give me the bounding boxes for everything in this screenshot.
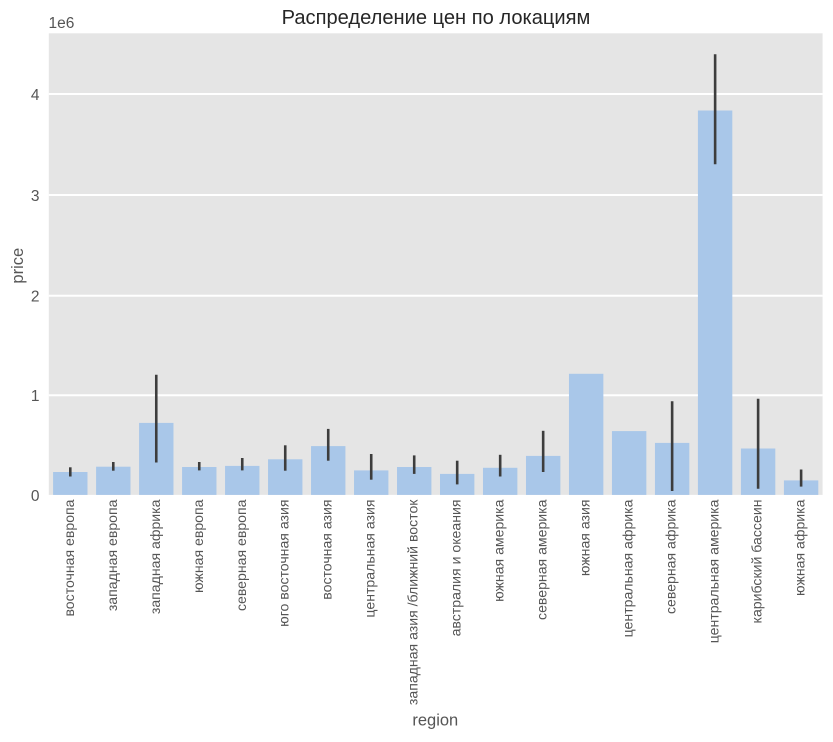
svg-text:южная африка: южная африка	[792, 499, 808, 596]
svg-text:северная европа: северная европа	[233, 499, 249, 611]
svg-text:1: 1	[31, 388, 40, 405]
svg-text:0: 0	[31, 488, 40, 505]
svg-text:4: 4	[31, 87, 40, 104]
svg-text:восточная европа: восточная европа	[61, 499, 77, 616]
svg-text:1e6: 1e6	[49, 15, 75, 32]
svg-text:южная азия: южная азия	[577, 500, 593, 577]
svg-text:центральная америка: центральная америка	[706, 499, 722, 643]
svg-text:западная африка: западная африка	[147, 499, 163, 614]
svg-text:центральная африка: центральная африка	[620, 499, 636, 637]
svg-text:южная европа: южная европа	[190, 499, 206, 593]
svg-text:восточная азия: восточная азия	[319, 500, 335, 600]
svg-text:южная америка: южная америка	[491, 499, 507, 602]
svg-text:Распределение цен по локациям: Распределение цен по локациям	[282, 7, 591, 29]
svg-text:австралия и океания: австралия и океания	[448, 500, 464, 637]
svg-text:центральная азия: центральная азия	[362, 500, 378, 618]
svg-text:2: 2	[31, 289, 40, 306]
svg-text:price: price	[9, 248, 27, 284]
svg-text:юго восточная азия: юго восточная азия	[276, 500, 292, 627]
svg-text:северная америка: северная америка	[534, 499, 550, 620]
svg-text:карибский бассеин: карибский бассеин	[749, 500, 765, 624]
svg-text:западная европа: западная европа	[104, 499, 120, 611]
svg-text:западная азия /ближний восток: западная азия /ближний восток	[405, 499, 421, 705]
svg-text:3: 3	[31, 188, 40, 205]
svg-text:северная африка: северная африка	[663, 499, 679, 614]
svg-text:region: region	[412, 712, 458, 730]
